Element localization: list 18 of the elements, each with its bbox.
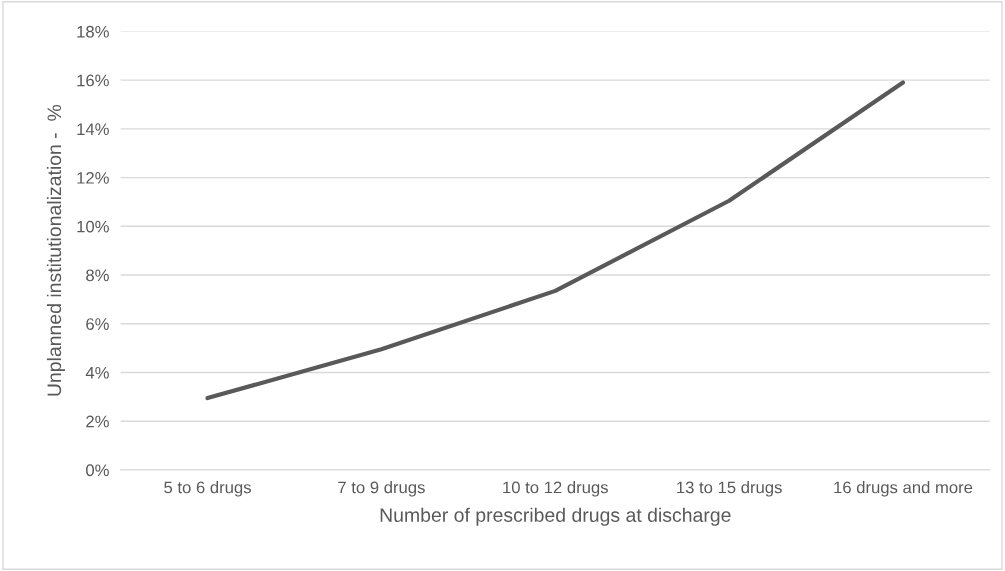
x-tick-label: 7 to 9 drugs xyxy=(338,481,425,497)
y-tick-label: 0% xyxy=(86,464,109,477)
line-series xyxy=(205,80,906,401)
x-tick-label: 16 drugs and more xyxy=(834,481,973,497)
y-tick-label: 10% xyxy=(77,220,109,233)
y-tick-label: 2% xyxy=(86,415,109,428)
y-tick-label: 14% xyxy=(77,123,109,135)
x-tick-label: 13 to 15 drugs xyxy=(677,481,782,497)
y-tick-label: 6% xyxy=(86,318,109,330)
x-axis-title: Number of prescribed drugs at discharge xyxy=(380,507,731,526)
y-tick-label: 16% xyxy=(77,74,109,87)
y-axis-title: Unplanned institutionalization - % xyxy=(46,104,66,396)
y-tick-label: 18% xyxy=(77,25,109,38)
y-tick-label: 8% xyxy=(86,269,109,282)
x-tick-label: 5 to 6 drugs xyxy=(164,481,251,497)
y-tick-label: 12% xyxy=(77,171,109,184)
x-tick-label: 10 to 12 drugs xyxy=(503,481,608,497)
y-tick-label: 4% xyxy=(85,366,109,379)
